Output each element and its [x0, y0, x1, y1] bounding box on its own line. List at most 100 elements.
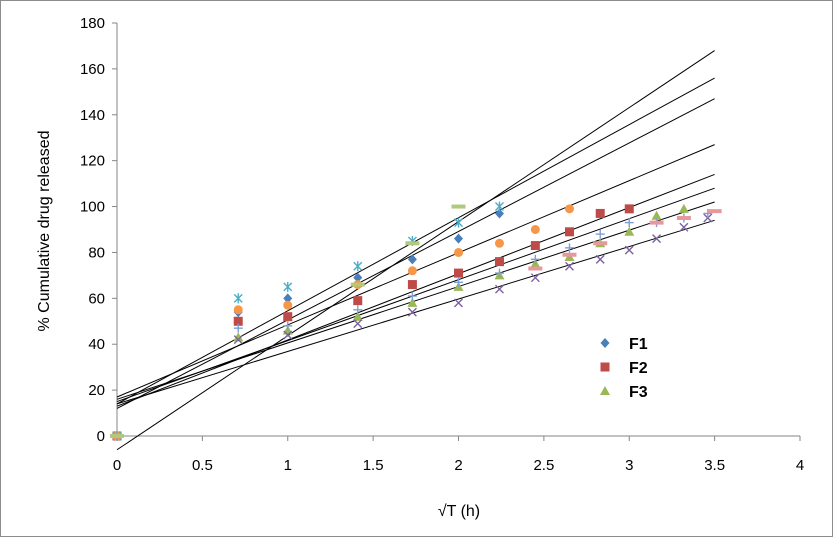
data-point — [454, 277, 463, 287]
data-point — [233, 305, 243, 315]
data-point — [530, 225, 540, 234]
data-point — [407, 266, 417, 276]
data-point — [530, 273, 540, 283]
data-point — [353, 261, 363, 272]
ticks: 0 20 40 60 80 100 120 140 160 180 0 0.5 1 1.5 2 2.5 3 3.5… — [80, 15, 804, 474]
x-tick-label: 0.5 — [192, 457, 213, 474]
y-tick-label: 160 — [80, 61, 105, 78]
trendline — [116, 50, 715, 451]
trendline — [116, 77, 715, 405]
y-tick-label: 60 — [88, 290, 105, 307]
data-point — [454, 268, 463, 278]
series-2 — [112, 204, 634, 441]
marker-stroke — [652, 234, 662, 244]
data-point — [595, 229, 605, 239]
data-point — [353, 305, 363, 315]
marker-stroke — [679, 222, 689, 232]
y-tick-label: 40 — [88, 336, 105, 353]
marker-stroke — [454, 298, 463, 308]
data-point — [564, 243, 574, 253]
data-point — [233, 293, 243, 304]
data-point — [350, 282, 365, 287]
x-tick-label: 1 — [284, 457, 292, 474]
legend-marker — [600, 338, 610, 348]
data-point — [233, 323, 243, 333]
data-point — [407, 254, 417, 265]
y-tick-label: 180 — [80, 15, 105, 32]
data-point — [564, 227, 574, 237]
data-point — [283, 300, 293, 310]
data-point — [405, 241, 420, 246]
legend-label: F2 — [629, 360, 648, 377]
x-tick-label: 3.5 — [704, 457, 725, 474]
data-point — [494, 257, 504, 267]
marker-stroke — [494, 284, 504, 294]
marker-stroke — [564, 261, 574, 271]
data-point — [593, 241, 608, 246]
series-1 — [112, 208, 504, 441]
data-point — [679, 222, 689, 232]
series-4 — [112, 213, 713, 441]
y-tick-label: 140 — [80, 107, 105, 124]
y-tick-label: 120 — [80, 153, 105, 170]
trendlines — [116, 50, 715, 451]
data-point — [110, 434, 124, 438]
axes — [116, 23, 800, 437]
legend: F1 F2 F3 — [600, 336, 648, 401]
marker-stroke — [595, 254, 605, 264]
data-point — [624, 245, 634, 255]
data-point — [494, 208, 504, 219]
data-point — [454, 217, 463, 228]
y-tick-label: 80 — [88, 244, 105, 261]
trendline — [116, 201, 715, 400]
marker-stroke — [624, 245, 634, 255]
data-point — [564, 261, 574, 271]
data-point — [595, 208, 605, 218]
data-point — [352, 311, 363, 321]
data-point — [703, 213, 713, 223]
data-point — [283, 312, 293, 322]
data-point — [624, 218, 634, 228]
data-point — [407, 307, 417, 317]
data-point — [283, 321, 293, 331]
data-point — [528, 266, 543, 271]
data-point — [652, 234, 662, 244]
data-point — [595, 254, 605, 264]
legend-marker — [600, 362, 610, 372]
marker-stroke — [353, 319, 363, 329]
x-tick-label: 2.5 — [533, 457, 554, 474]
data-point — [451, 204, 466, 209]
data-point — [233, 316, 243, 326]
y-tick-label: 20 — [88, 382, 105, 399]
data-point — [353, 296, 363, 306]
data-point — [530, 241, 540, 251]
data-point — [530, 254, 540, 264]
data-point — [707, 209, 722, 214]
series-5 — [112, 201, 504, 441]
x-axis-title: √T (h) — [438, 503, 480, 520]
data-point — [649, 220, 664, 225]
x-tick-label: 3 — [625, 457, 633, 474]
y-tick-label: 0 — [97, 428, 105, 445]
legend-label: F3 — [629, 384, 648, 401]
data-point — [651, 210, 662, 220]
legend-marker — [600, 386, 610, 395]
data-point — [353, 272, 363, 283]
x-tick-label: 1.5 — [363, 457, 384, 474]
series-9 — [528, 209, 722, 271]
data-point — [454, 298, 463, 308]
data-point — [562, 252, 577, 257]
data-point — [407, 297, 418, 307]
data-point — [454, 247, 463, 257]
x-tick-label: 0 — [113, 457, 121, 474]
series-8 — [110, 204, 466, 438]
data-point — [283, 281, 293, 292]
data-point — [624, 204, 634, 214]
marker-stroke — [703, 213, 713, 223]
data-point — [233, 335, 243, 345]
data-point — [454, 233, 463, 244]
marker-stroke — [407, 307, 417, 317]
data-point — [494, 284, 504, 294]
